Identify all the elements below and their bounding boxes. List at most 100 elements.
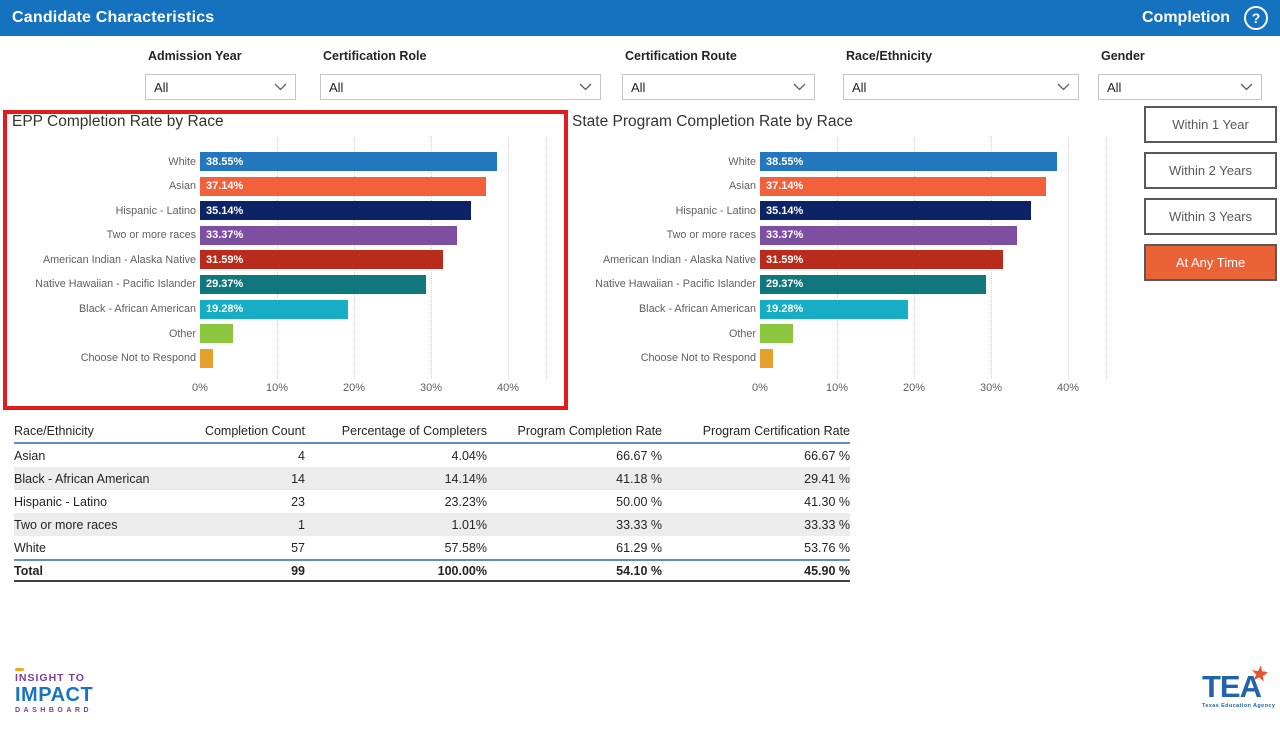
bar[interactable] [200,324,233,344]
category-label: Choose Not to Respond [80,352,196,365]
bar-row: Asian 37.14% [570,176,1116,196]
x-axis-tick: 20% [342,382,366,394]
bar[interactable] [760,348,773,368]
at-any-time-button[interactable]: At Any Time [1144,244,1277,281]
bar-value-label: 37.14% [206,180,244,193]
filter-race-ethnicity: Race/Ethnicity All [843,49,1079,100]
help-icon[interactable]: ? [1244,6,1268,30]
table-cell: 50.00 % [616,494,662,509]
bar-row: Other [570,324,1116,344]
within-2-years-button[interactable]: Within 2 Years [1144,152,1277,189]
x-axis-tick: 0% [192,382,208,394]
table-cell: Total [14,563,43,578]
view-label-completion: Completion [1142,9,1230,26]
bar-track: 33.37% [200,225,546,245]
bar-row: Black - African American 19.28% [10,299,556,319]
table-cell: 53.76 % [804,540,850,555]
table-cell: 100.00% [437,563,487,578]
dropdown-value: All [329,79,344,95]
column-header[interactable]: Race/Ethnicity [14,424,94,438]
bar[interactable]: 29.37% [760,274,986,294]
column-header[interactable]: Completion Count [204,424,305,438]
chevron-down-icon [1240,83,1253,91]
bar-track: 29.37% [760,274,1106,294]
x-axis: 0% 10% 20% 30% 40% [192,382,546,398]
category-label: Native Hawaiian - Pacific Islander [595,278,756,291]
insight-to-impact-logo: INSIGHT TO IMPACT DASHBOARD [15,668,94,714]
table-cell: 57 [291,540,305,555]
bar-value-label: 37.14% [766,180,804,193]
bar[interactable] [200,348,213,368]
filter-certification-role: Certification Role All [320,49,601,100]
table-cell: 45.90 % [804,563,850,578]
bar[interactable]: 37.14% [200,176,486,196]
category-label: Hispanic - Latino [115,204,196,217]
category-label: Black - African American [638,303,756,316]
category-label: Hispanic - Latino [675,204,756,217]
bar-track [760,324,1106,344]
table-cell: White [14,540,46,555]
tea-logo: TEA ★ ® Texas Education Agency [1202,663,1276,710]
certification-route-dropdown[interactable]: All [622,74,815,100]
bar[interactable]: 29.37% [200,274,426,294]
gender-dropdown[interactable]: All [1098,74,1262,100]
bar[interactable]: 38.55% [760,152,1057,171]
logo-text-line2: IMPACT [15,683,94,706]
bar[interactable]: 19.28% [760,299,908,319]
bar[interactable]: 33.37% [760,225,1017,245]
state-program-completion-rate-chart: State Program Completion Rate by Race Wh… [570,110,1126,410]
column-header[interactable]: Program Completion Rate [517,424,662,438]
dropdown-value: All [1107,79,1122,95]
bar[interactable]: 38.55% [200,152,497,171]
bar-row: Hispanic - Latino 35.14% [570,201,1116,221]
x-axis-tick: 30% [979,382,1003,394]
tea-subtext: Texas Education Agency [1202,703,1276,709]
within-3-years-button[interactable]: Within 3 Years [1144,198,1277,235]
bar[interactable]: 35.14% [200,201,471,221]
x-axis-tick: 30% [419,382,443,394]
table-cell: 99 [291,563,305,578]
bar[interactable]: 33.37% [200,225,457,245]
bar-value-label: 35.14% [766,204,804,217]
bar-value-label: 31.59% [206,253,244,266]
chart-bars: White 38.55% Asian 37.14% Hispanic - Latino 3… [10,152,556,368]
bar-track: 31.59% [760,250,1106,270]
bar[interactable]: 31.59% [760,250,1003,270]
x-axis-tick: 10% [825,382,849,394]
bar-row: Asian 37.14% [10,176,556,196]
within-1-year-button[interactable]: Within 1 Year [1144,106,1277,143]
bar-row: Two or more races 33.37% [10,225,556,245]
bar[interactable]: 19.28% [200,299,348,319]
category-label: White [728,155,756,168]
bar[interactable]: 31.59% [200,250,443,270]
bar[interactable]: 37.14% [760,176,1046,196]
filter-label: Certification Route [625,49,737,63]
chevron-down-icon [1057,83,1070,91]
certification-role-dropdown[interactable]: All [320,74,601,100]
filter-gender: Gender All [1098,49,1262,100]
bar-row: Choose Not to Respond [10,348,556,368]
title-bar: Candidate Characteristics Completion ? [0,0,1280,36]
bar-row: Hispanic - Latino 35.14% [10,201,556,221]
table-cell: Hispanic - Latino [14,494,108,509]
admission-year-dropdown[interactable]: All [145,74,296,100]
gridline [1106,136,1107,379]
column-header[interactable]: Percentage of Completers [341,424,487,438]
bar-track: 19.28% [200,299,546,319]
table-cell: Asian [14,448,46,463]
table-cell: 33.33 % [804,517,850,532]
x-axis-tick: 20% [902,382,926,394]
bar[interactable]: 35.14% [760,201,1031,221]
bar[interactable] [760,324,793,344]
table-row: Asian 4 4.04% 66.67 % 66.67 % [14,444,850,467]
table-cell: 33.33 % [616,517,662,532]
category-label: Asian [168,180,196,193]
logo-text-line3: DASHBOARD [15,706,92,714]
race-ethnicity-dropdown[interactable]: All [843,74,1079,100]
table-cell: 54.10 % [616,563,662,578]
column-header[interactable]: Program Certification Rate [702,424,850,438]
bar-row: American Indian - Alaska Native 31.59% [10,250,556,270]
bar-value-label: 19.28% [206,303,244,316]
table-cell: 4.04% [451,448,487,463]
